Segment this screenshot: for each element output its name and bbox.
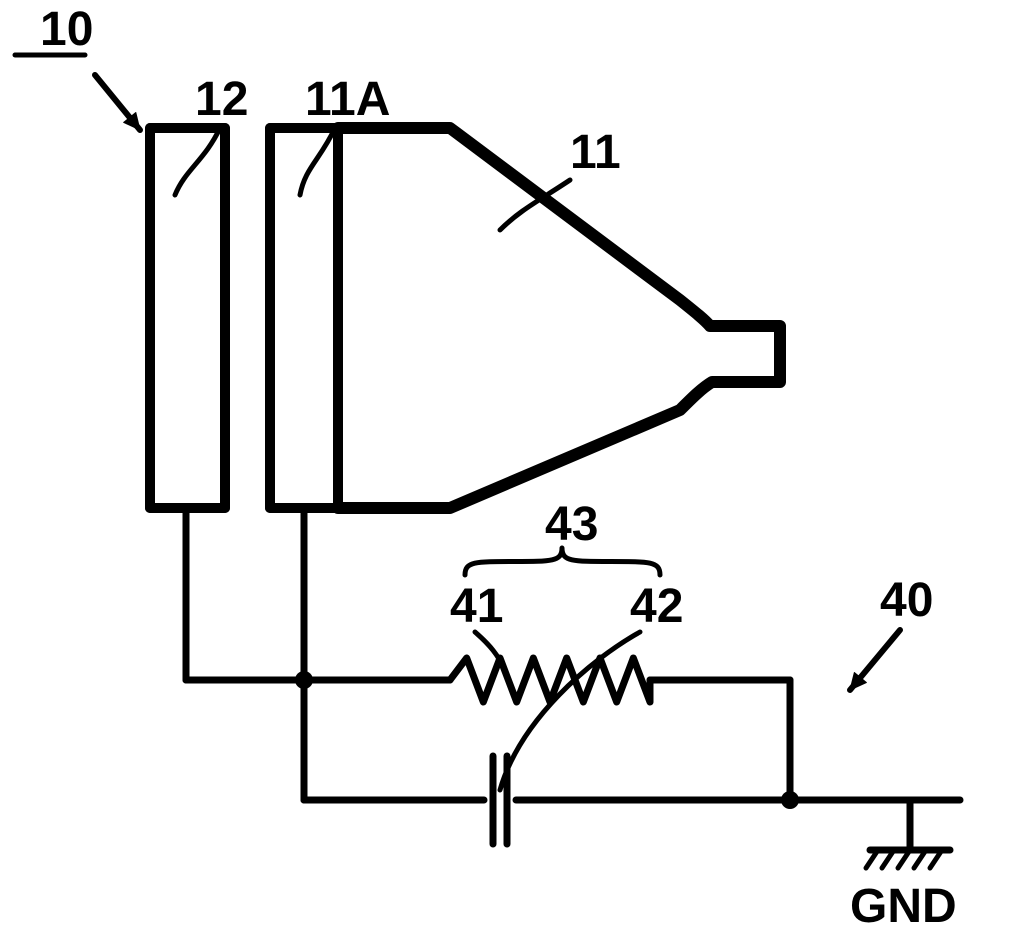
label-40: 40 bbox=[880, 574, 933, 627]
label-11: 11 bbox=[570, 126, 621, 179]
label-11a: 11A bbox=[305, 73, 390, 126]
label-12: 12 bbox=[195, 73, 248, 126]
label-gnd: GND bbox=[850, 880, 957, 933]
label-42: 42 bbox=[630, 580, 683, 633]
label-41: 41 bbox=[450, 580, 503, 633]
label-43: 43 bbox=[545, 498, 598, 551]
label-10: 10 bbox=[40, 3, 93, 56]
